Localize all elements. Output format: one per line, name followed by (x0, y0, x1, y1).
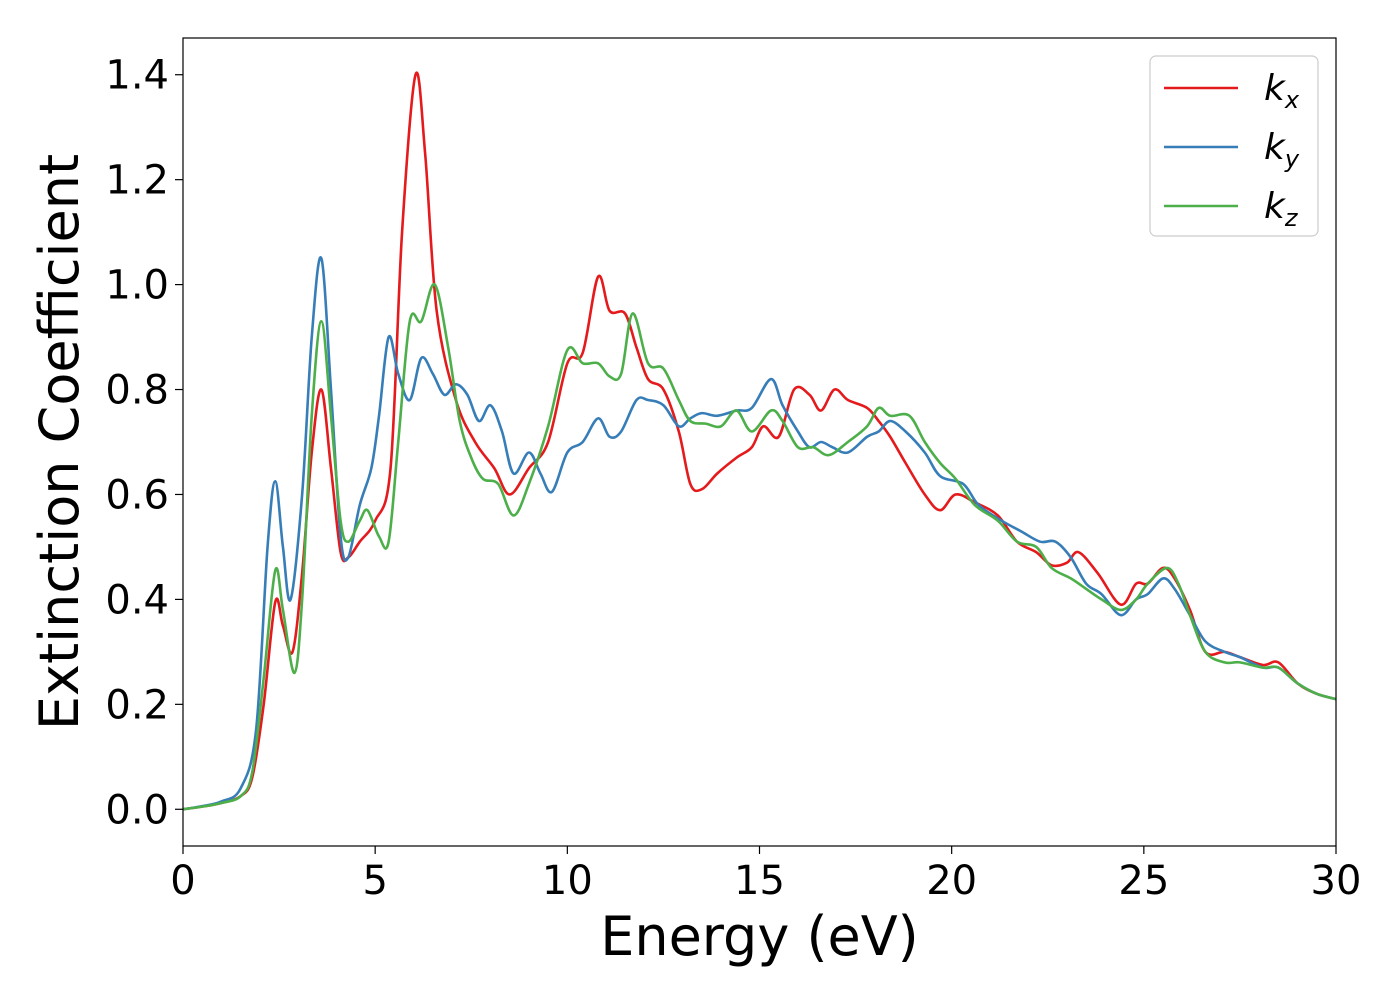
x-tick-label: 30 (1311, 858, 1362, 904)
x-tick-label: 25 (1118, 858, 1169, 904)
x-tick-label: 10 (542, 858, 593, 904)
y-tick-label: 1.2 (105, 158, 169, 204)
series-line-kx (183, 71, 1336, 811)
y-tick-label: 0.2 (105, 682, 169, 728)
plot-area (183, 71, 1336, 811)
y-tick-label: 1.4 (105, 53, 169, 99)
y-tick-label: 1.0 (105, 263, 169, 309)
series-line-kz (183, 283, 1336, 811)
x-tick-label: 5 (362, 858, 387, 904)
x-tick-label: 15 (734, 858, 785, 904)
y-axis-label: Extinction Coefficient (28, 154, 91, 730)
y-tick-label: 0.4 (105, 577, 169, 623)
y-tick-label: 0.8 (105, 368, 169, 414)
x-tick-label: 0 (170, 858, 195, 904)
y-tick-label: 0.0 (105, 787, 169, 833)
series-line-ky (183, 256, 1336, 811)
axes-frame (182, 37, 1337, 847)
x-tick-label: 20 (926, 858, 977, 904)
axis-ticks: 0 5 10 15 20 25 30 0.0 0.2 0.4 0.6 0.8 1.0 1.2 1.4 (105, 53, 1361, 904)
y-tick-label: 0.6 (105, 472, 169, 518)
x-axis-label: Energy (eV) (600, 905, 919, 968)
